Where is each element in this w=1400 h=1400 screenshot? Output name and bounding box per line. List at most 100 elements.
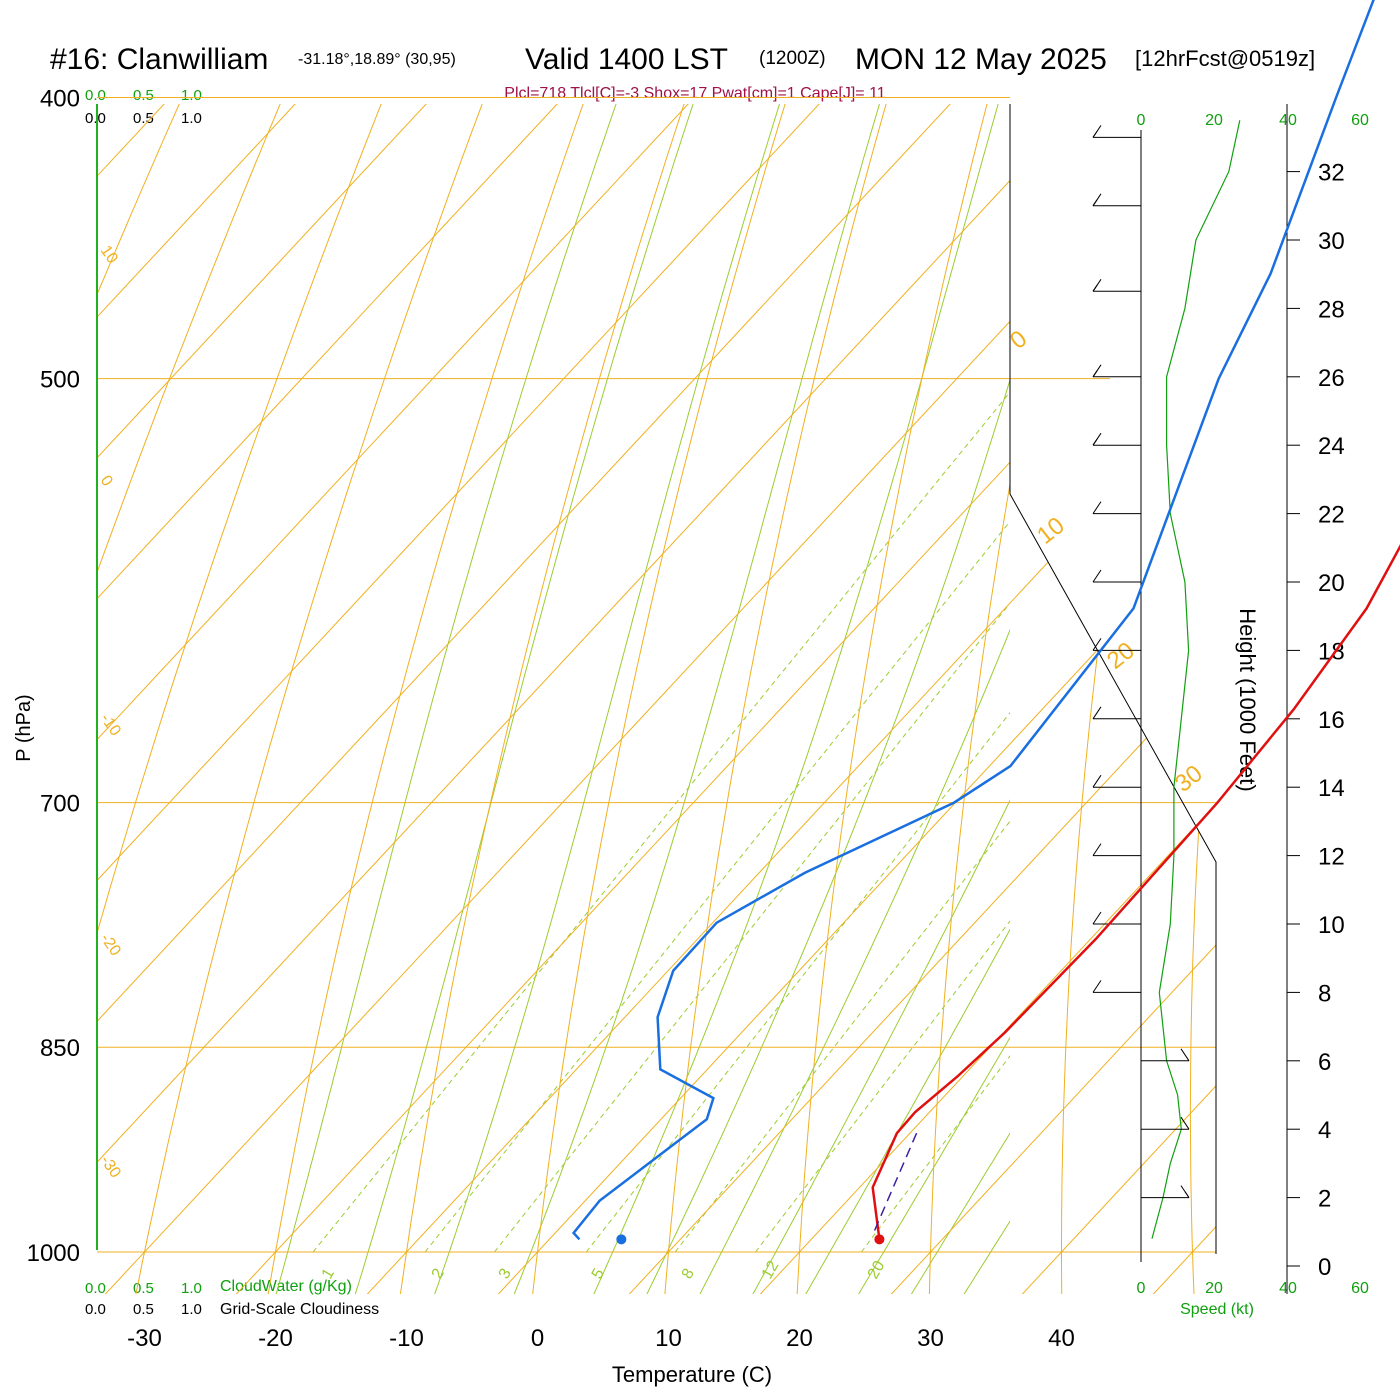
- dry-adiabat-line: [528, 104, 1013, 1294]
- wind-barb-flag: [1092, 843, 1102, 856]
- valid-time: Valid 1400 LST: [525, 43, 728, 76]
- isotherm-line: [97, 104, 1216, 1294]
- moist-adiabat-line: [858, 1036, 1010, 1294]
- cloudiness-label: Grid-Scale Cloudiness: [220, 1301, 379, 1318]
- cloudiness-tick: 1.0: [181, 110, 202, 127]
- pressure-axis-label: P (hPa): [13, 694, 35, 761]
- cloudwater-label: CloudWater (g/Kg): [220, 1278, 352, 1295]
- dry-adiabat-line: [129, 104, 751, 1294]
- isotherm-line: [97, 104, 1216, 1294]
- pressure-tick-label: 700: [40, 791, 80, 818]
- moist-adiabat-line: [646, 378, 1010, 1294]
- speed-tick-label: 20: [1205, 1280, 1223, 1297]
- isotherm-line: [97, 104, 1032, 1294]
- dry-adiabat-line: [662, 104, 1100, 1294]
- moist-adiabat-line: [752, 799, 1010, 1294]
- dry-adiabat-line: [97, 104, 664, 1294]
- mixing-ratio-line: [674, 820, 1010, 1253]
- isotherm-label: 0: [1005, 325, 1032, 355]
- sounding-profiles: [571, 0, 1400, 1245]
- temperature-profile: [871, 544, 1400, 1240]
- isotherm-line: [97, 104, 377, 1294]
- temperature-tick-label: -10: [389, 1325, 424, 1352]
- mixing-ratio-line: [494, 602, 1010, 1253]
- pressure-tick-label: 1000: [27, 1240, 80, 1267]
- sounding-params: Plcl=718 Tlcl[C]=-3 Shox=17 Pwat[cm]=1 C…: [504, 85, 885, 102]
- height-tick-label: 28: [1318, 296, 1345, 323]
- height-tick-label: 6: [1318, 1049, 1331, 1076]
- wind-barb-flag: [1092, 774, 1102, 788]
- mixing-ratio-line: [755, 920, 1010, 1253]
- wind-barb-flag: [1184, 1191, 1190, 1198]
- height-axis-label: Height (1000 Feet): [1235, 608, 1260, 791]
- wind-barb-flag: [1092, 980, 1102, 993]
- moist-adiabat-line: [354, 104, 694, 1294]
- height-tick-label: 12: [1318, 844, 1345, 871]
- temperature-tick-label: 20: [786, 1325, 813, 1352]
- moist-adiabat-line: [910, 1132, 1010, 1294]
- isotherm-label: 0: [97, 473, 116, 490]
- frame-boundary: [1009, 104, 1217, 1254]
- wind-barb-flag: [1092, 706, 1102, 720]
- mixing-ratio-label: 2: [429, 1266, 448, 1282]
- cloudwater-scale-top: 0.0 0.5 1.0 0.0 0.5 1.0: [85, 87, 202, 127]
- cloudwater-tick: 0.5: [133, 87, 154, 104]
- mixing-ratio-label: 20: [865, 1258, 889, 1282]
- isotherm-line: [468, 104, 1216, 1294]
- isotherm-line: [97, 104, 639, 1294]
- isotherm-line: [599, 104, 1216, 1294]
- forecast-date: MON 12 May 2025: [855, 43, 1107, 76]
- isotherm-line: [97, 104, 1216, 1294]
- height-tick-label: 0: [1318, 1254, 1331, 1281]
- parcel-line: [872, 1132, 918, 1234]
- moist-adiabat-line: [593, 104, 999, 1294]
- temperature-tick-label: 0: [531, 1325, 544, 1352]
- dry-adiabat-line: [1189, 104, 1216, 1294]
- cloudwater-tick: 0.0: [85, 1280, 106, 1297]
- pressure-tick-label: 500: [40, 367, 80, 394]
- wind-barb-flag: [1092, 569, 1102, 583]
- height-tick-label: 22: [1318, 502, 1345, 529]
- isotherms-dry-adiabats: [97, 104, 1216, 1294]
- moist-adiabat-line: [513, 104, 881, 1294]
- speed-tick-label: 40: [1279, 112, 1297, 129]
- wind-barb-flag: [1092, 370, 1098, 378]
- cloudwater-scale-bottom: 0.0 0.5 1.0 CloudWater (g/Kg) 0.0 0.5 1.…: [85, 1278, 379, 1318]
- pressure-tick-label: 850: [40, 1035, 80, 1062]
- cloudiness-tick: 0.5: [133, 110, 154, 127]
- wind-barb-flag: [1092, 911, 1102, 925]
- height-tick-label: 2: [1318, 1186, 1331, 1213]
- isotherm-line: [97, 104, 1216, 1294]
- cloudwater-tick: 0.0: [85, 87, 106, 104]
- dewpoint-profile: [571, 0, 1375, 1241]
- cloudwater-tick: 0.5: [133, 1280, 154, 1297]
- wind-barb-flag: [1092, 501, 1102, 514]
- isotherm-label: -20: [97, 931, 124, 960]
- temperature-axis-label: Temperature (C): [612, 1362, 772, 1387]
- mixing-ratio-line: [312, 391, 1010, 1253]
- dry-adiabat-line: [928, 104, 1216, 1294]
- wind-barb-flag: [1092, 131, 1098, 138]
- temperature-tick-label: -20: [258, 1325, 293, 1352]
- wind-barb-flag: [1092, 438, 1098, 446]
- station-coords: -31.18°,18.89° (30,95): [298, 51, 456, 68]
- wind-speed-profile: [1151, 120, 1241, 1239]
- isotherm-line: [97, 104, 1163, 1294]
- height-tick-label: 4: [1318, 1117, 1331, 1144]
- mixing-ratio-label: 8: [679, 1266, 698, 1282]
- cloudwater-tick: 1.0: [181, 1280, 202, 1297]
- wind-barb-flag: [1092, 199, 1098, 207]
- dry-adiabat-line: [97, 104, 577, 1294]
- isotherm-line: [97, 104, 1216, 1294]
- speed-tick-label: 40: [1279, 1280, 1297, 1297]
- isobars: [97, 96, 1216, 1253]
- wind-barb-flag: [1180, 1116, 1190, 1130]
- height-tick-label: 26: [1318, 365, 1345, 392]
- height-tick-label: 20: [1318, 570, 1345, 597]
- temperature-tick-label: 40: [1048, 1325, 1075, 1352]
- wind-panel: 0 20 40 600 20 40 60: [1092, 112, 1369, 1297]
- cloudiness-tick: 0.0: [85, 110, 106, 127]
